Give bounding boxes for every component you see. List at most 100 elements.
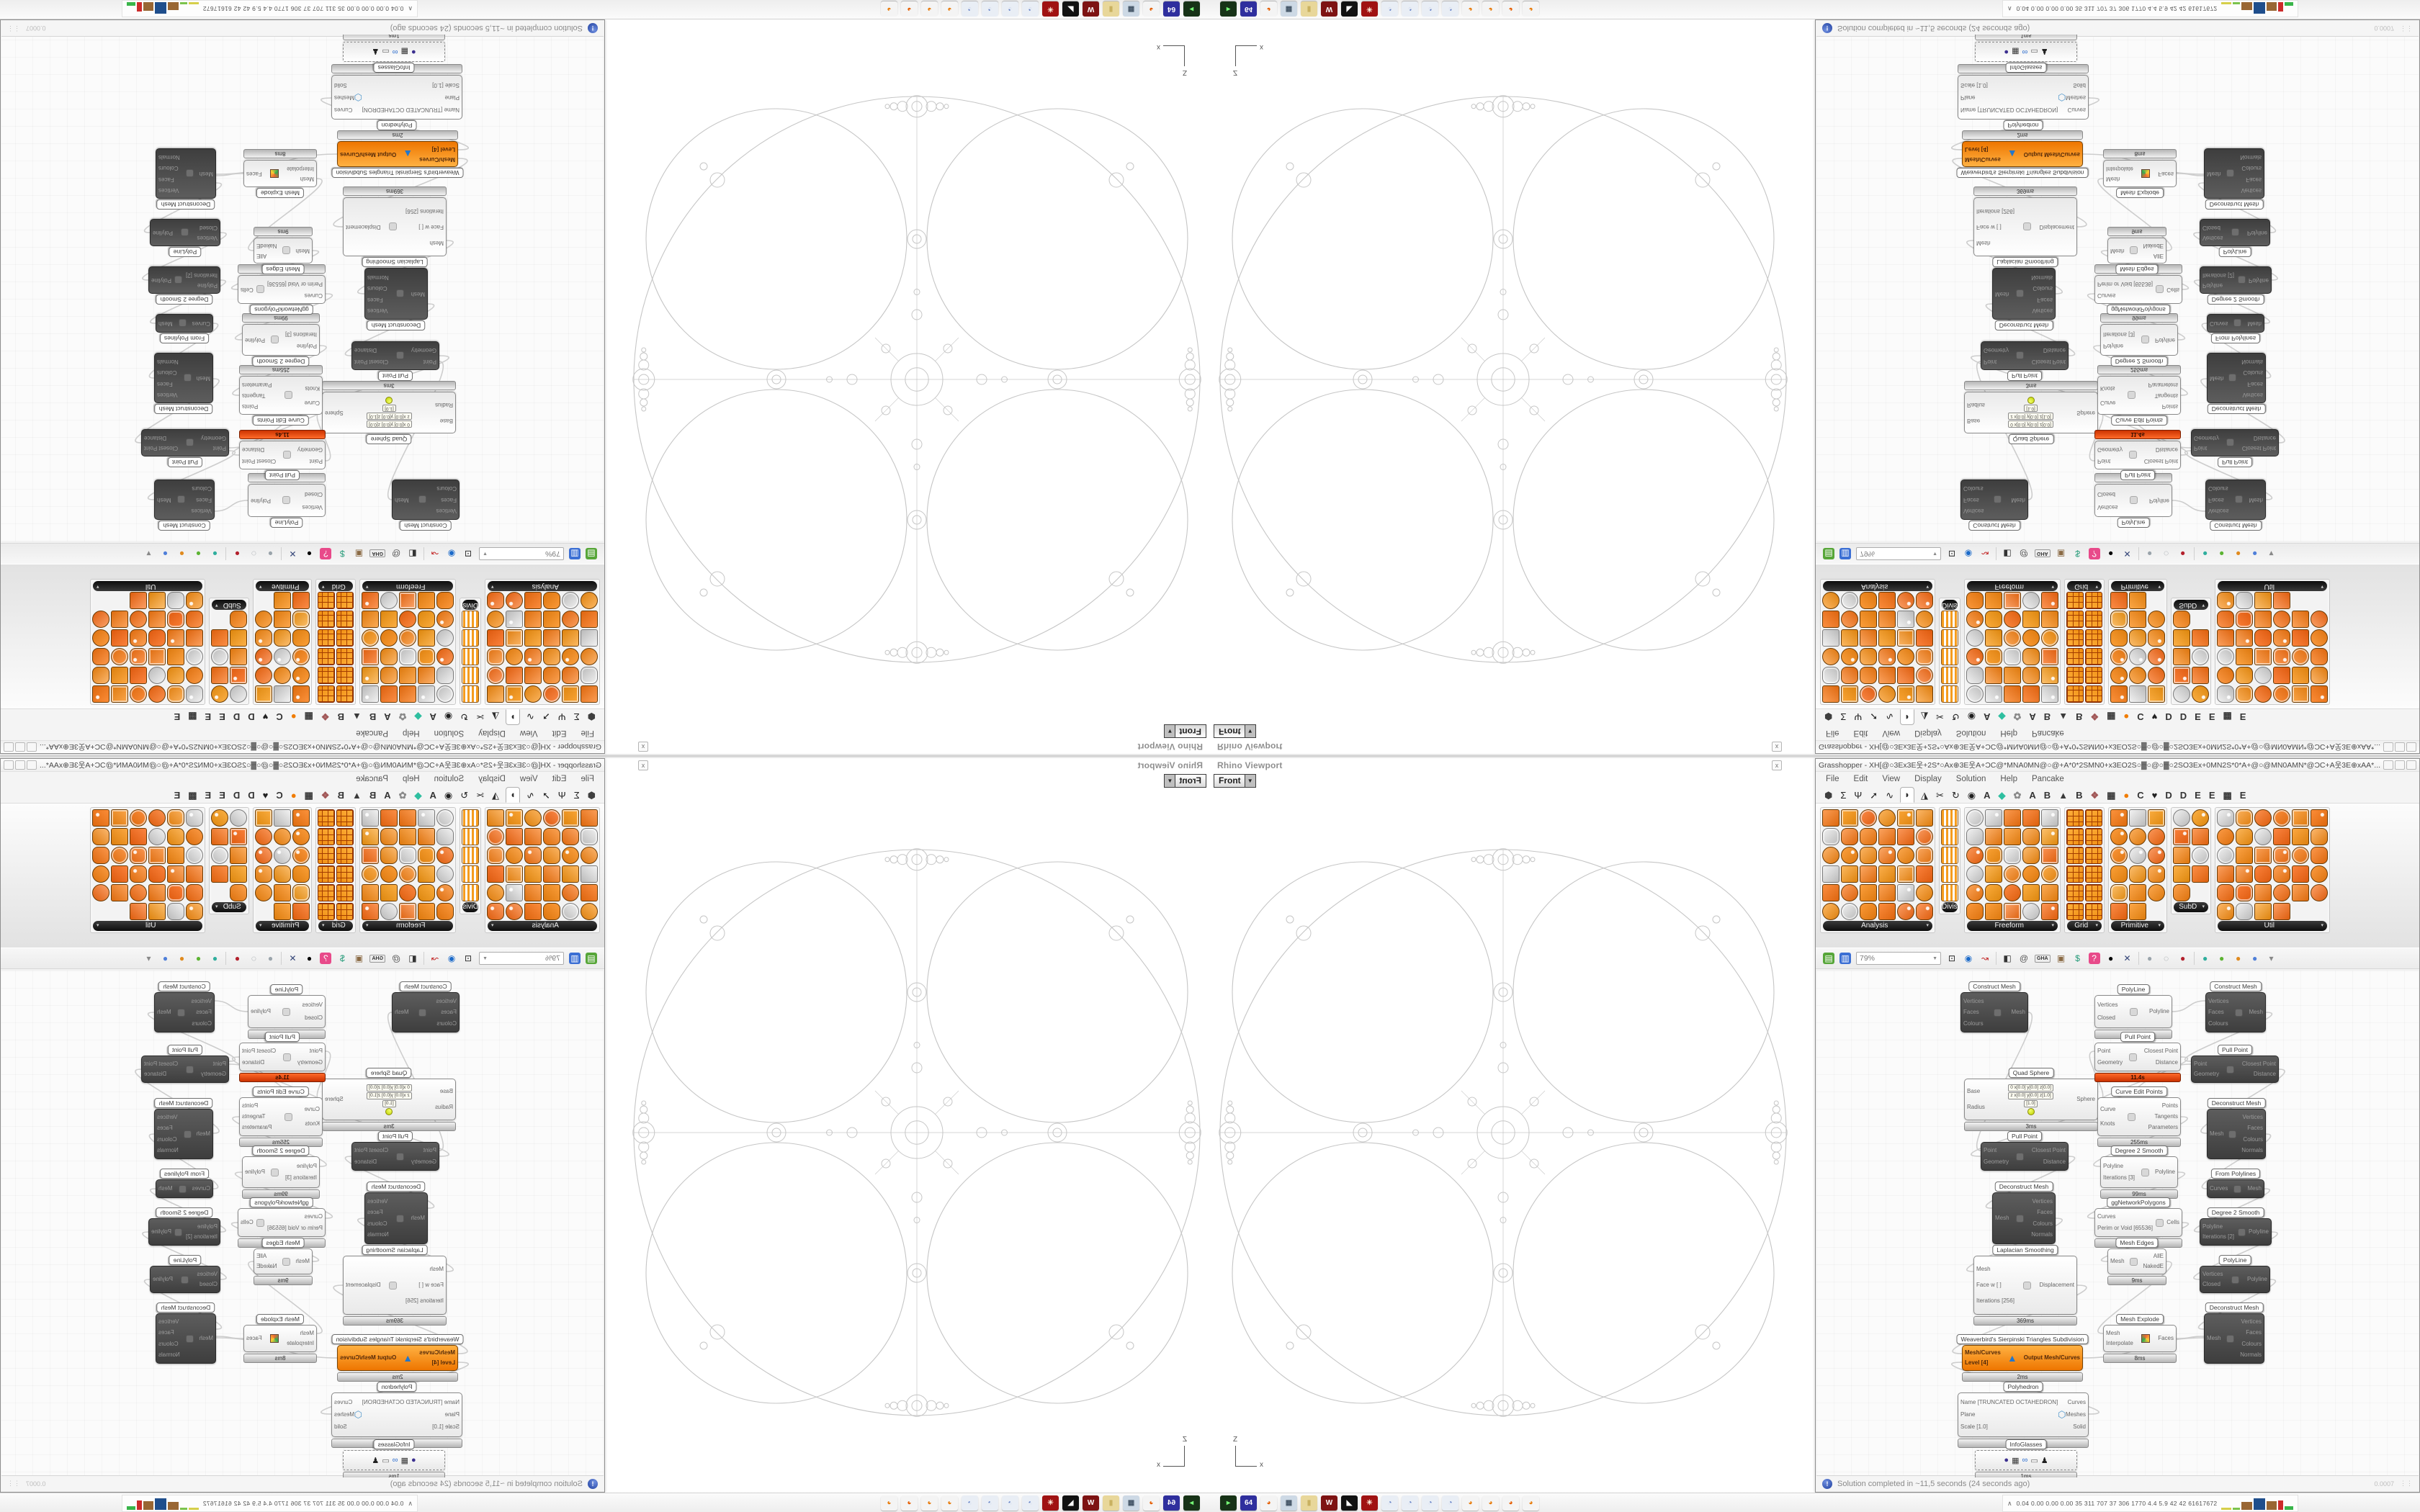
- taskbar-app-terminal[interactable]: ▸: [1220, 1, 1237, 17]
- component-icon[interactable]: [211, 667, 228, 684]
- input-iterations2[interactable]: Iterations [2]: [2202, 1233, 2235, 1241]
- gh-node-deconstruct-mesh-c[interactable]: Mesh Vertices Faces Colours Normals: [2207, 353, 2266, 403]
- component-icon[interactable]: [436, 685, 454, 703]
- component-icon[interactable]: [562, 685, 579, 703]
- taskbar-app-floppy64[interactable]: 64: [1240, 1, 1257, 17]
- input-curves[interactable]: Curves: [2210, 320, 2228, 327]
- chevron-down-icon[interactable]: ▼: [483, 551, 488, 557]
- input-plane[interactable]: Plane: [444, 94, 460, 101]
- output-outputmeshcurves[interactable]: Output Mesh/Curves: [340, 151, 397, 158]
- component-icon[interactable]: [1897, 884, 1914, 901]
- output-colours[interactable]: Colours: [2033, 285, 2053, 292]
- input-level4[interactable]: Level [4]: [1965, 1359, 1989, 1366]
- intersect-tab[interactable]: ✂: [1935, 790, 1944, 801]
- output-mesh[interactable]: Mesh: [157, 1009, 171, 1015]
- component-icon[interactable]: [2273, 903, 2290, 920]
- component-icon[interactable]: [2273, 648, 2290, 665]
- gh-node-degree-2-smooth-b[interactable]: Polyline Iterations [3] Polyline: [2100, 324, 2178, 356]
- component-icon[interactable]: [111, 809, 128, 827]
- gh-node-pull-point-a[interactable]: Point Geometry Closest Point Distance: [1981, 341, 2069, 370]
- component-icon[interactable]: [362, 648, 379, 665]
- input-vertices[interactable]: Vertices: [197, 235, 218, 242]
- component-icon[interactable]: [1841, 629, 1858, 647]
- component-icon[interactable]: [436, 903, 454, 920]
- output-displacement[interactable]: Displacement: [346, 224, 381, 230]
- component-icon[interactable]: [2066, 685, 2084, 703]
- output-polyline[interactable]: Polyline: [151, 1228, 172, 1235]
- component-icon[interactable]: [1841, 685, 1858, 703]
- component-icon[interactable]: [1878, 592, 1896, 609]
- component-icon[interactable]: [487, 667, 504, 684]
- component-icon[interactable]: [2129, 667, 2146, 684]
- close-button[interactable]: [4, 760, 14, 770]
- output-polyline[interactable]: Polyline: [251, 1008, 272, 1014]
- sketch-icon[interactable]: ◧: [408, 953, 417, 963]
- component-icon[interactable]: [581, 865, 598, 883]
- grasshopper-titlebar[interactable]: Grasshopper - XH[@○3Ex3E웃+2S*○Ax⊕3E웃A+ƆC…: [1, 740, 604, 753]
- gh-node-mesh-explode[interactable]: Mesh Interpolate Faces: [2103, 160, 2177, 187]
- input-interpolate[interactable]: Interpolate: [2106, 1340, 2133, 1347]
- component-icon[interactable]: [506, 629, 523, 647]
- component-icon[interactable]: [1941, 828, 1958, 845]
- component-icon[interactable]: [399, 809, 416, 827]
- rhino-viewport-canvas[interactable]: Z x: [1210, 30, 1815, 724]
- menu-view[interactable]: View: [1882, 729, 1901, 737]
- chevron-down-icon[interactable]: ▾: [2051, 923, 2054, 928]
- taskbar-app-floppy64[interactable]: 64: [1163, 1495, 1180, 1511]
- component-icon[interactable]: [274, 903, 291, 920]
- gh-node-deconstruct-mesh-a[interactable]: Mesh Vertices Faces Colours Normals: [364, 268, 428, 320]
- component-icon[interactable]: [92, 865, 109, 883]
- plugin-tab-d1[interactable]: D: [248, 790, 255, 801]
- component-icon[interactable]: [418, 592, 435, 609]
- input-polyline[interactable]: Polyline: [2103, 1162, 2124, 1169]
- preview-shaded-icon[interactable]: ●: [234, 953, 241, 963]
- component-icon[interactable]: [92, 629, 109, 647]
- component-icon[interactable]: [2192, 667, 2209, 684]
- input-vertices[interactable]: Vertices: [2202, 1270, 2223, 1277]
- input-mesh[interactable]: Mesh: [2207, 171, 2221, 177]
- param-chip[interactable]: 0 x[0.0] y[0.0] z[0.0]: [367, 420, 412, 428]
- input-vertices[interactable]: Vertices: [436, 508, 457, 515]
- open-file-icon[interactable]: ▤: [586, 953, 597, 964]
- plugin-tab-a1[interactable]: A: [429, 711, 436, 722]
- plugin-tab-blossom[interactable]: ✿: [398, 790, 407, 801]
- preview-eye-icon[interactable]: ◉: [447, 953, 456, 963]
- input-point[interactable]: Point: [1984, 358, 1997, 365]
- zoom-extents-icon[interactable]: ⊡: [464, 953, 472, 963]
- output-closestpoint[interactable]: Closest Point: [2241, 1060, 2276, 1067]
- output-sphere[interactable]: Sphere: [2076, 1096, 2095, 1102]
- component-icon[interactable]: [2311, 809, 2328, 827]
- rhino-viewport-canvas[interactable]: Z x: [605, 30, 1210, 724]
- output-normals[interactable]: Normals: [158, 1351, 180, 1358]
- component-icon[interactable]: [1966, 592, 1984, 609]
- component-icon[interactable]: [2192, 648, 2209, 665]
- component-icon[interactable]: [562, 629, 579, 647]
- input-curves[interactable]: Curves: [304, 1213, 323, 1220]
- input-curves[interactable]: Curves: [192, 320, 210, 327]
- menu-solution[interactable]: Solution: [1955, 775, 1986, 783]
- component-icon[interactable]: [2273, 592, 2290, 609]
- privacy-icon[interactable]: ?: [320, 548, 332, 559]
- component-icon[interactable]: [230, 648, 247, 665]
- plugin-tab-dot[interactable]: ●: [290, 790, 297, 801]
- menu-view[interactable]: View: [519, 729, 538, 737]
- input-vertices[interactable]: Vertices: [302, 1002, 323, 1009]
- grasshopper-titlebar[interactable]: Grasshopper - XH[@○3Ex3E웃+2S*○Ax⊕3E웃A+ƆC…: [1816, 740, 2419, 753]
- component-icon[interactable]: [130, 629, 147, 647]
- input-curves[interactable]: Curves: [304, 292, 323, 299]
- gh-node-polyline-b[interactable]: Vertices Closed Polyline: [2094, 995, 2172, 1028]
- component-icon[interactable]: [1860, 685, 1877, 703]
- component-icon[interactable]: [362, 611, 379, 628]
- taskbar-app-blender-1[interactable]: ◕: [941, 1495, 958, 1511]
- taskbar-app-firefox-2[interactable]: ◕: [1502, 1, 1519, 17]
- component-icon[interactable]: [543, 884, 560, 901]
- resize-grip[interactable]: ⋮⋮: [2400, 1480, 2413, 1487]
- input-iterations3[interactable]: Iterations [3]: [284, 1174, 317, 1182]
- system-monitor-widget[interactable]: ∧ 0.04 0.00 0.00 0.00 35 311 707 37 306 …: [121, 0, 418, 17]
- component-icon[interactable]: [581, 648, 598, 665]
- gh-node-degree-2-smooth-c[interactable]: Polyline Iterations [2] Polyline: [148, 1218, 220, 1246]
- close-button[interactable]: [4, 742, 14, 752]
- component-icon[interactable]: [2292, 847, 2309, 864]
- taskbar-app-calculator[interactable]: ▦: [1281, 1, 1297, 17]
- component-icon[interactable]: [2236, 685, 2253, 703]
